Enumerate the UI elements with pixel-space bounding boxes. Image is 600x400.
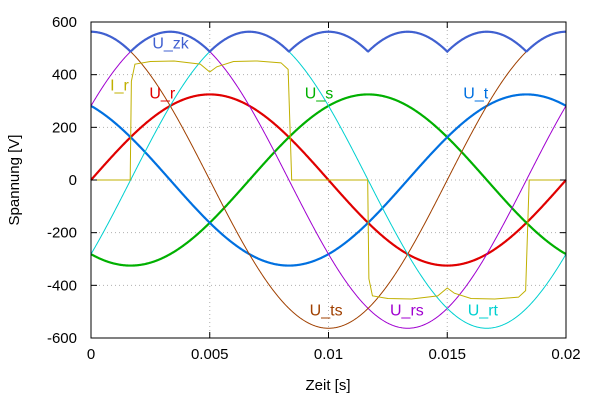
series-label-u-rt: U_rt bbox=[468, 303, 499, 320]
series-label-u-zk: U_zk bbox=[152, 35, 189, 52]
y-tick-labels: -600 -400 -200 0 200 400 600 bbox=[47, 14, 77, 347]
x-tick-label: 0.01 bbox=[314, 346, 343, 363]
y-axis-title: Spannung [V] bbox=[6, 135, 23, 226]
y-tick-label: -200 bbox=[47, 225, 77, 242]
y-tick-label: 600 bbox=[52, 14, 77, 31]
y-tick-label: -400 bbox=[47, 277, 77, 294]
series-line-i-r bbox=[91, 60, 566, 300]
series-labels: U_zk I_r U_r U_s U_t U_ts U_rs U_rt bbox=[110, 35, 498, 319]
series-line-u-rt bbox=[90, 31, 567, 329]
x-tick-label: 0 bbox=[87, 346, 95, 363]
y-tick-label: 0 bbox=[69, 172, 77, 189]
y-tick-label: 200 bbox=[52, 119, 77, 136]
x-tick-label: 0.02 bbox=[551, 346, 580, 363]
x-tick-labels: 0 0.005 0.01 0.015 0.02 bbox=[87, 346, 581, 363]
series-label-u-s: U_s bbox=[305, 85, 333, 102]
series-label-u-r: U_r bbox=[149, 85, 175, 102]
x-axis-title: Zeit [s] bbox=[305, 377, 350, 394]
y-tick-label: 400 bbox=[52, 67, 77, 84]
series-label-u-rs: U_rs bbox=[390, 303, 424, 320]
x-tick-label: 0.005 bbox=[191, 346, 229, 363]
ticks bbox=[90, 21, 567, 339]
x-tick-label: 0.015 bbox=[428, 346, 466, 363]
series-group bbox=[90, 30, 567, 329]
y-tick-label: -600 bbox=[47, 330, 77, 347]
series-label-u-ts: U_ts bbox=[310, 303, 343, 320]
series-line-u-zk bbox=[90, 30, 567, 54]
series-label-u-t: U_t bbox=[463, 85, 488, 102]
series-label-i-r: I_r bbox=[110, 77, 129, 94]
